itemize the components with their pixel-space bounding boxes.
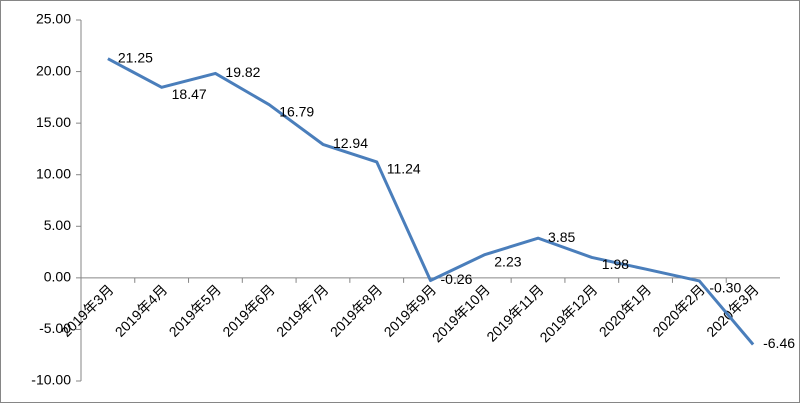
- y-tick-label: 10.00: [36, 165, 71, 181]
- data-label: 2.23: [494, 254, 521, 270]
- data-label: -6.46: [763, 335, 795, 351]
- y-tick-label: 20.00: [36, 62, 71, 78]
- data-label: 21.25: [118, 49, 153, 65]
- data-line: [107, 57, 755, 346]
- y-tick-label: -5.00: [39, 320, 71, 336]
- data-label: -0.30: [709, 280, 741, 296]
- data-label: 18.47: [172, 86, 207, 102]
- y-tick-label: 0.00: [44, 269, 71, 285]
- y-tick-label: 15.00: [36, 114, 71, 130]
- y-tick-label: 5.00: [44, 217, 71, 233]
- y-tick-label: -10.00: [31, 372, 71, 388]
- data-label: 3.85: [548, 229, 575, 245]
- y-tick-label: 25.00: [36, 11, 71, 27]
- data-label: -0.26: [441, 271, 473, 287]
- data-label: 16.79: [279, 103, 314, 119]
- data-label: 1.98: [602, 256, 629, 272]
- data-label: 12.94: [333, 135, 368, 151]
- data-label: 19.82: [225, 64, 260, 80]
- data-label: 11.24: [387, 161, 421, 177]
